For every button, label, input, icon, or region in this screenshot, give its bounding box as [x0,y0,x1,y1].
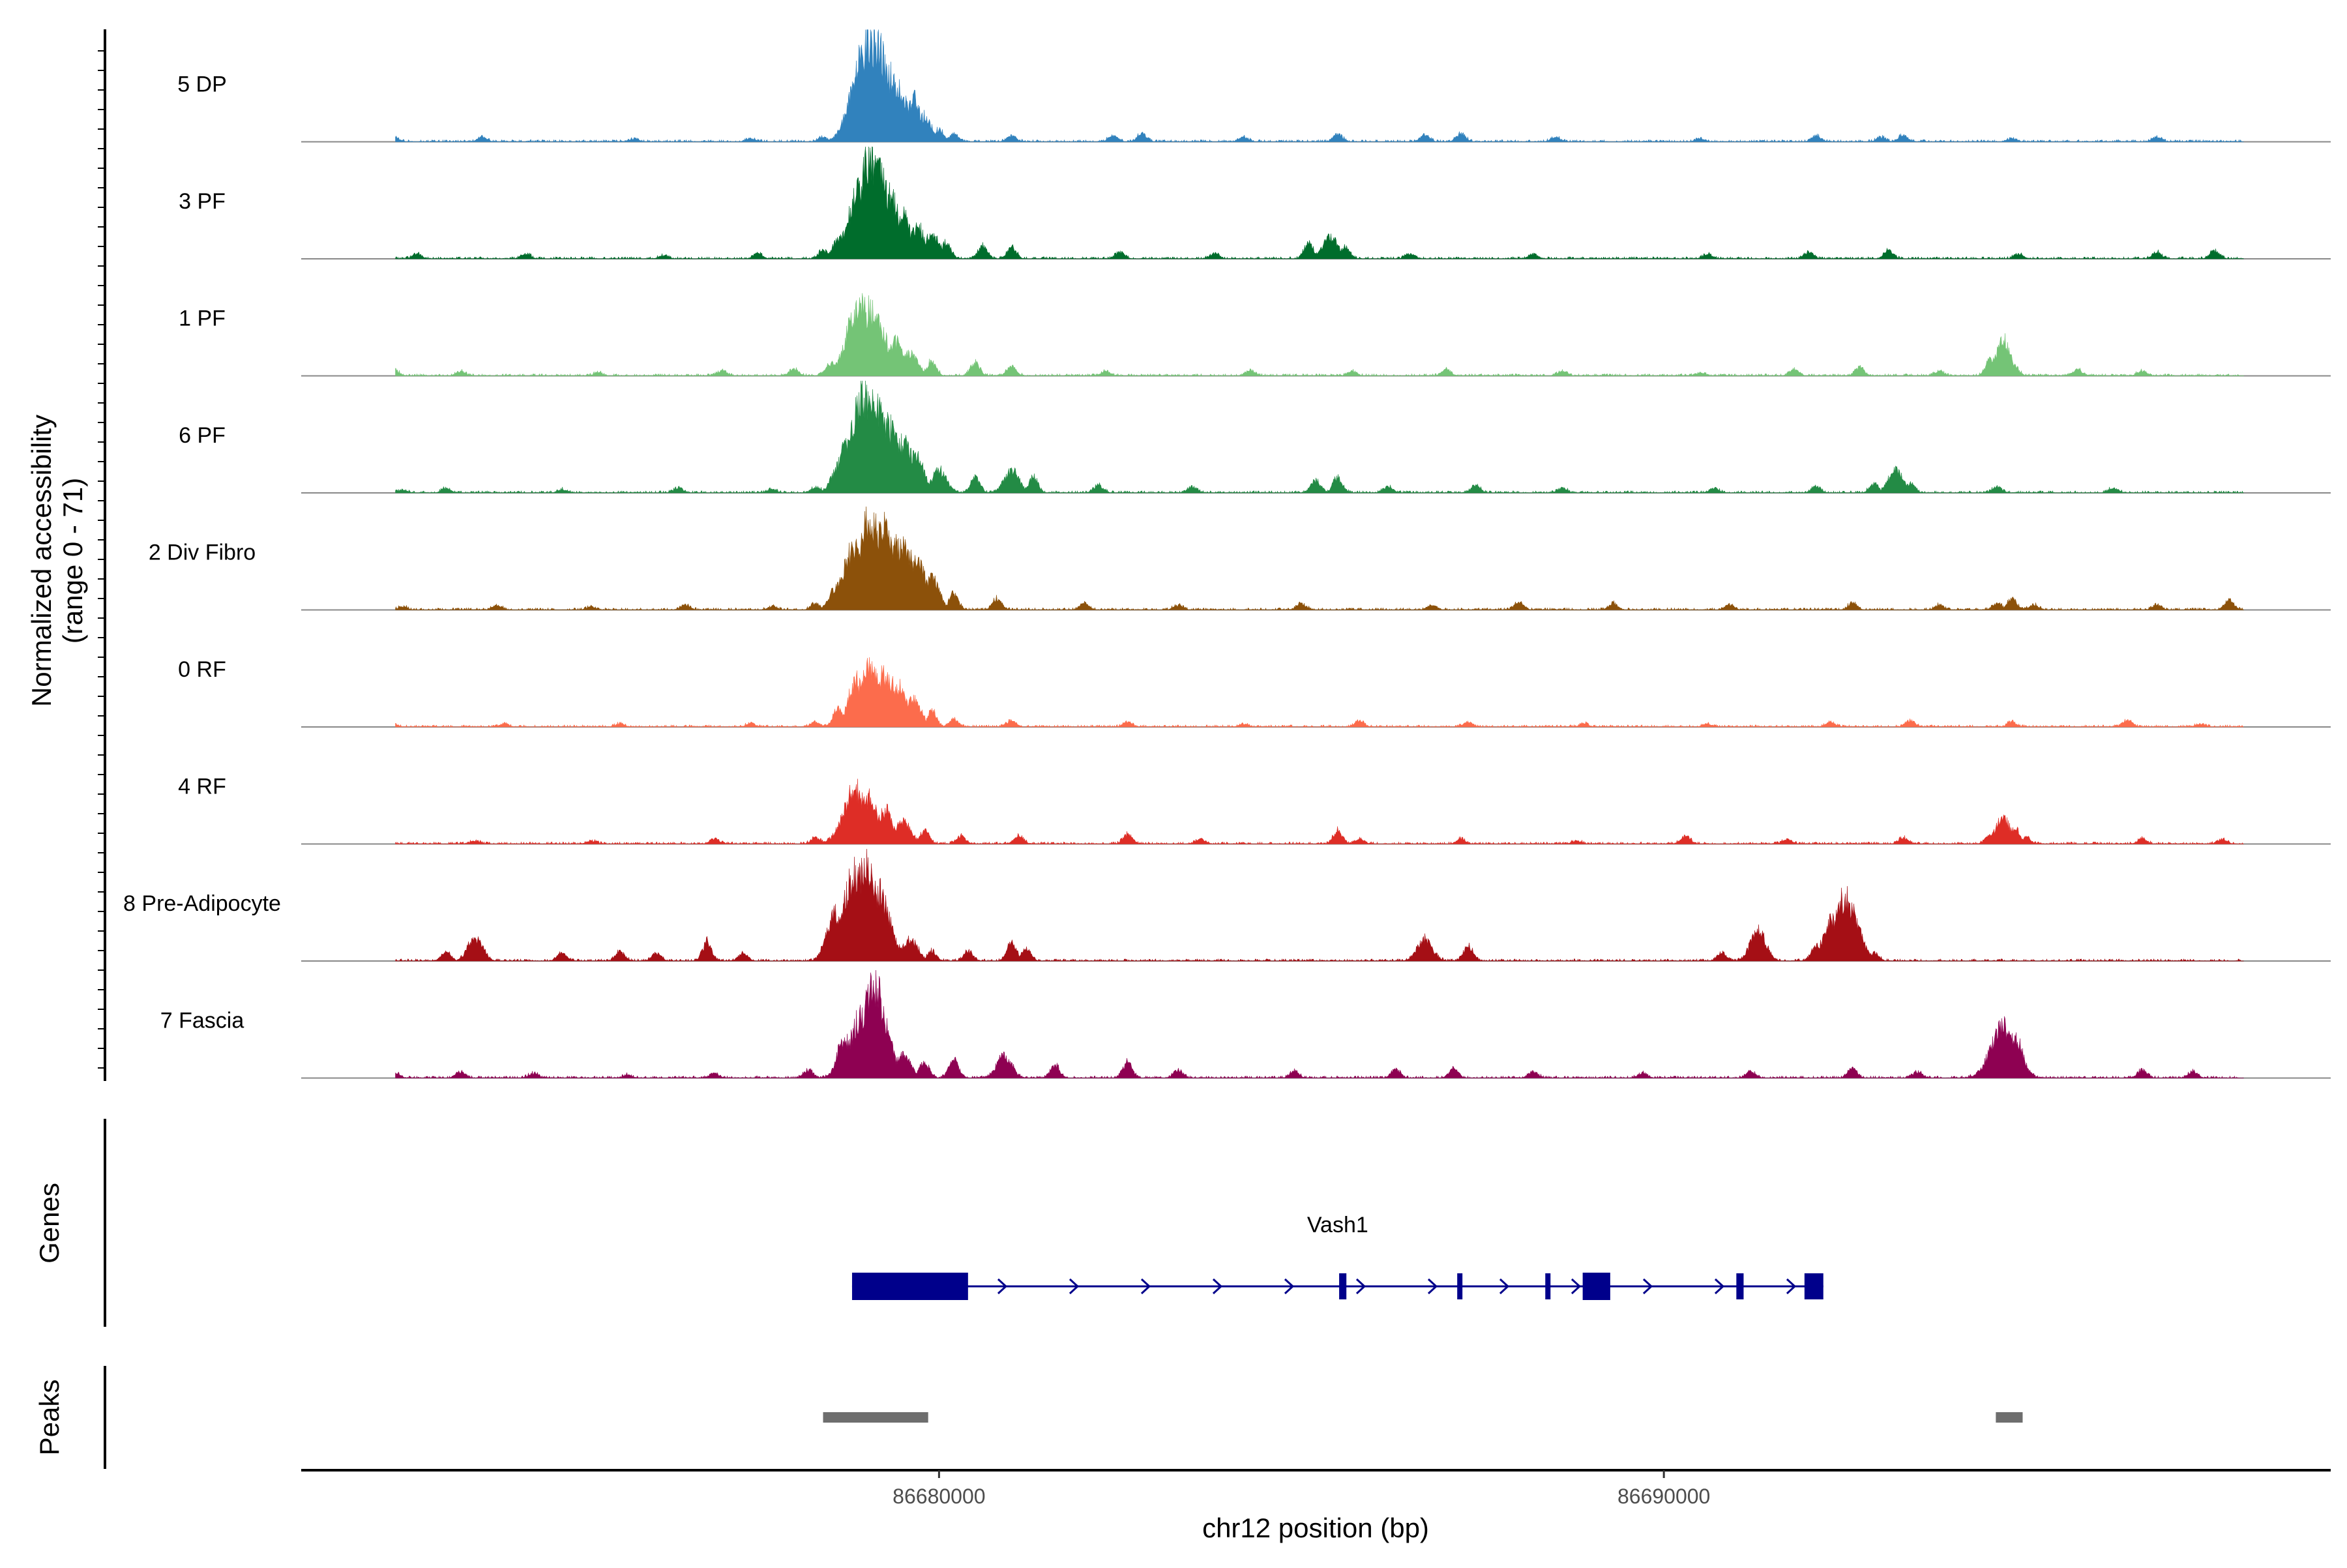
strand-arrow [1069,1278,1080,1295]
y-axis-title-line2: (range 0 - 71) [57,478,88,643]
strand-arrow [1571,1278,1582,1295]
strand-arrow [1212,1278,1223,1295]
strand-arrow [1355,1278,1366,1295]
track-label: 3 PF [179,189,226,214]
x-tick-label: 86680000 [893,1485,985,1508]
track-label: 4 RF [178,775,226,799]
x-tick-label: 86690000 [1617,1485,1710,1508]
gene-vash1: Vash1 [851,1213,1823,1300]
track-label: 1 PF [179,306,226,331]
x-axis-title: chr12 position (bp) [1202,1513,1429,1543]
peaks-panel-title: Peaks [34,1380,65,1456]
track-label: 7 Fascia [160,1009,244,1033]
peaks-track [823,1412,2023,1423]
track-1-pf: 1 PF [179,293,2331,377]
gene-exon [1804,1273,1823,1299]
gene-exon [1545,1273,1551,1299]
track-4-rf: 4 RF [178,775,2331,845]
genes-panel-title: Genes [34,1183,65,1264]
track-label: 6 PF [179,423,226,448]
track-7-fascia: 7 Fascia [160,969,2331,1079]
strand-arrow [1714,1278,1725,1295]
coverage-y-axis-title: Normalized accessibility (range 0 - 71) [26,415,88,707]
strand-arrow [1642,1278,1653,1295]
strand-arrow [1140,1278,1151,1295]
strand-arrow [1284,1278,1295,1295]
coverage-axis-ticks [98,50,105,1069]
track-8-pre-adipocyte: 8 Pre-Adipocyte [123,849,2331,962]
y-axis-title-line1: Normalized accessibility [26,415,57,707]
track-label: 5 DP [177,72,227,97]
coverage-area [395,969,2244,1079]
gene-exon [1339,1273,1347,1299]
track-label: 0 RF [178,657,226,682]
peak-region [1996,1412,2023,1423]
coverage-area [395,293,2245,377]
strand-arrow [1786,1278,1797,1295]
track-label: 2 Div Fibro [149,540,256,565]
peak-region [823,1412,928,1423]
track-2-div-fibro: 2 Div Fibro [149,506,2331,611]
gene-name-label: Vash1 [1307,1213,1368,1237]
track-3-pf: 3 PF [179,146,2331,259]
gene-exon [1736,1273,1744,1299]
gene-exon [1582,1273,1610,1300]
track-6-pf: 6 PF [179,380,2331,494]
gene-exon [1457,1273,1463,1299]
coverage-area [395,29,2244,143]
strand-arrow [997,1278,1008,1295]
coverage-area [395,380,2244,494]
coverage-area [395,849,2244,962]
strand-arrow [1499,1278,1510,1295]
x-axis-ticks: 86680000 86690000 [893,1470,1710,1508]
coverage-area [395,146,2245,259]
track-5-dp: 5 DP [177,29,2331,143]
track-0-rf: 0 RF [178,657,2331,728]
gene-exon [851,1273,968,1300]
coverage-area [395,657,2244,728]
track-label: 8 Pre-Adipocyte [123,891,281,916]
coverage-area [395,506,2244,611]
strand-arrow [1427,1278,1438,1295]
coverage-tracks: 5 DP 3 PF 1 PF 6 PF 2 Div Fibro 0 RF 4 RF 8 Pre… [123,29,2331,1079]
coverage-area [395,778,2244,845]
gene-annotation-track: Vash1 [851,1213,1823,1300]
